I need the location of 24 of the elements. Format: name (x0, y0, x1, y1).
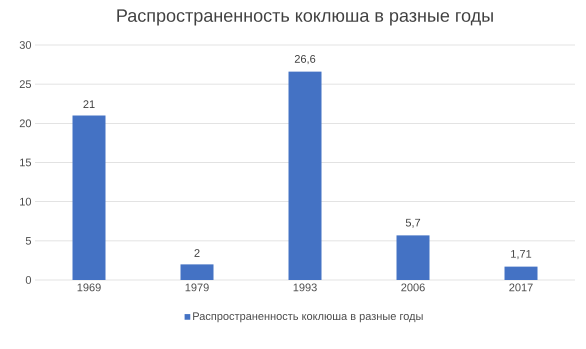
x-tick-label: 2006 (401, 284, 425, 292)
bar (288, 72, 322, 280)
y-tick-label: 25 (20, 80, 32, 88)
bar (72, 115, 106, 280)
bar (504, 266, 538, 280)
x-tick-label: 1969 (78, 284, 101, 292)
y-tick-label: 5 (26, 237, 32, 245)
bar (180, 264, 214, 280)
x-tick-label: 2017 (509, 284, 533, 292)
data-label: 21 (83, 100, 95, 108)
legend-label: Распространенность коклюша в разные годы (193, 312, 423, 322)
chart-title: Распространенность коклюша в разные годы (117, 9, 493, 26)
x-tick-label: 1993 (294, 284, 317, 292)
y-tick-label: 10 (20, 198, 32, 206)
bar (396, 235, 430, 280)
x-tick-label: 1979 (186, 284, 209, 292)
data-label: 26,6 (294, 55, 316, 64)
data-label: 2 (194, 249, 200, 257)
y-tick-label: 20 (20, 119, 32, 128)
y-tick-label: 15 (20, 158, 32, 166)
data-label: 5,7 (406, 218, 420, 228)
y-tick-label: 30 (20, 41, 32, 49)
data-label: 1,71 (511, 250, 532, 260)
y-tick-label: 0 (26, 276, 32, 284)
